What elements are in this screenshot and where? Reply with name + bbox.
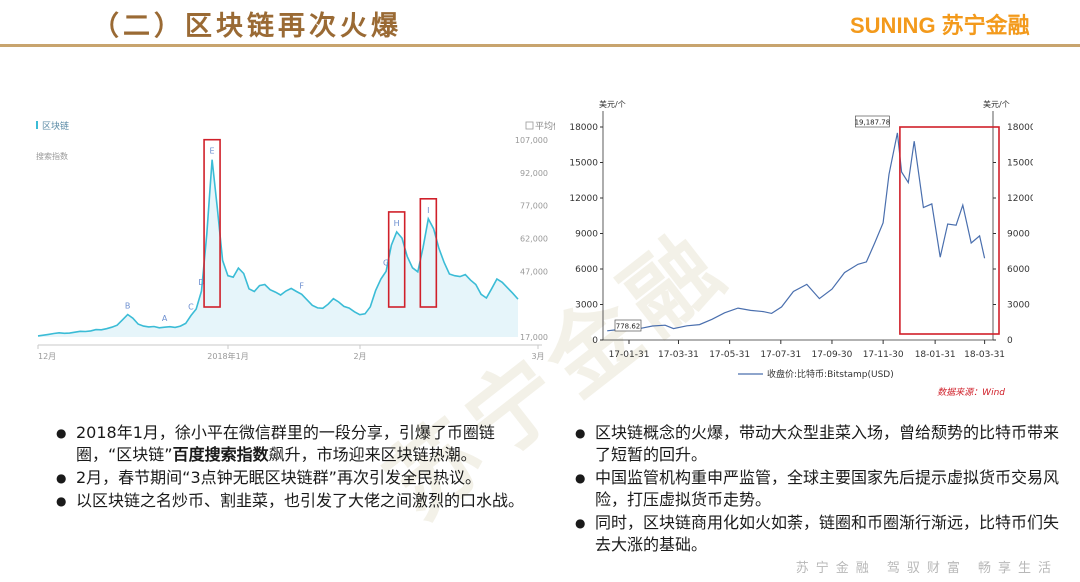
x-tick-label: 17-09-30 (812, 350, 853, 360)
y-tick-label-left: 15000 (569, 159, 598, 169)
right-bullet-item: 区块链概念的火爆，带动大众型韭菜入场，曾给颓势的比特币带来了短暂的回升。 (575, 422, 1060, 466)
left-bullet-item: 以区块链之名炒币、割韭菜，也引发了大佬之间激烈的口水战。 (56, 490, 536, 512)
peak-label: I (427, 206, 429, 215)
y-tick-label-left: 12000 (569, 194, 598, 204)
baidu-index-chart-svg: 区块链 平均值搜索指数 107,000 92,000 77,000 62,000 47,00… (36, 120, 562, 361)
y-axis-label: 搜索指数 (36, 151, 68, 161)
start-annotation-box (614, 319, 642, 332)
peak-label: F (299, 281, 304, 290)
page-title: （二）区块链再次火爆 (92, 11, 402, 42)
y-tick-label-right: 18000 (1007, 123, 1033, 133)
legend-label: 区块链 (42, 120, 69, 132)
y-tick-label: 47,000 (520, 267, 548, 276)
x-tick-label: 17-01-31 (609, 350, 650, 360)
right-bullet-list: 区块链概念的火爆，带动大众型韭菜入场，曾给颓势的比特币带来了短暂的回升。 中国监… (575, 422, 1060, 557)
header-divider (0, 44, 1080, 47)
peak-label: D (198, 278, 204, 287)
peak-label: H (394, 219, 400, 228)
legend-marker (36, 121, 38, 129)
y-tick-label-left: 0 (592, 336, 598, 346)
x-tick-label: 2018年1月 (207, 351, 248, 361)
y-tick-label-right: 3000 (1007, 301, 1030, 311)
x-tick-label: 18-01-31 (915, 350, 956, 360)
left-bullet-item: 2018年1月，徐小平在微信群里的一段分享，引爆了币圈链圈，“区块链”百度搜索指… (56, 422, 536, 466)
footer-slogan: 苏宁金融 驾驭财富 畅享生活 (795, 561, 1058, 576)
x-tick-label: 2月 (353, 352, 366, 361)
highlight-box (203, 138, 221, 308)
y-tick-label-left: 18000 (569, 123, 598, 133)
highlight-box (387, 211, 406, 308)
y-tick-label: 107,000 (515, 136, 548, 145)
series-line (37, 159, 519, 337)
series-line (607, 132, 986, 332)
highlight-box (899, 126, 1000, 335)
peak-label: B (125, 301, 130, 310)
y-tick-label: 77,000 (520, 202, 548, 211)
x-tick-label: 17-05-31 (709, 350, 750, 360)
highlight-box (419, 198, 438, 308)
right-bullet-item: 同时，区块链商用化如火如荼，链圈和币圈渐行渐远，比特币们失去大涨的基础。 (575, 512, 1060, 556)
x-tick-label: 17-07-31 (760, 350, 801, 360)
peak-label: A (162, 314, 168, 323)
bitcoin-price-chart: 美元/个 美元/个 0 0 3000 3000 6000 6000 9000 9000 12000 1… (563, 97, 1036, 402)
y-tick-label-right: 15000 (1007, 159, 1033, 169)
suning-logo: SUNING 苏宁金融 (850, 13, 1030, 38)
y-tick-label-right: 6000 (1007, 265, 1030, 275)
x-tick-label: 3月 (531, 352, 544, 361)
peak-label: C (188, 303, 194, 312)
y-tick-label: 92,000 (520, 169, 548, 178)
bitcoin-price-chart-svg: 美元/个 美元/个 0 0 3000 3000 6000 6000 9000 9000 12000 1… (569, 99, 1036, 398)
baidu-index-chart: 区块链 平均值搜索指数 107,000 92,000 77,000 62,000 47,00… (30, 105, 562, 370)
y-tick-label-right: 9000 (1007, 230, 1030, 240)
left-bullet-item: 2月，春节期间“3点钟无眠区块链群”再次引发全民热议。 (56, 467, 536, 489)
y-axis-unit-left: 美元/个 (599, 99, 626, 109)
peak-annotation-label: 19,187.78 (855, 119, 891, 127)
peak-annotation-box (855, 115, 890, 128)
y-tick-label-left: 6000 (575, 265, 598, 275)
legend-marker (525, 121, 534, 130)
legend-label: 收盘价:比特币:Bitstamp(USD) (767, 368, 894, 380)
left-bullet-list: 2018年1月，徐小平在微信群里的一段分享，引爆了币圈链圈，“区块链”百度搜索指… (56, 422, 536, 513)
start-annotation-label: 778.62 (616, 323, 641, 331)
peak-label: G (383, 258, 389, 267)
x-tick-label: 17-03-31 (658, 350, 699, 360)
y-tick-label-left: 3000 (575, 301, 598, 311)
area-fill (38, 159, 518, 337)
right-bullet-item: 中国监管机构重申严监管，全球主要国家先后提示虚拟货币交易风险，打压虚拟货币走势。 (575, 467, 1060, 511)
y-axis-unit-right: 美元/个 (983, 99, 1010, 109)
y-tick-label-right: 0 (1007, 336, 1013, 346)
y-tick-label-left: 9000 (575, 230, 598, 240)
x-tick-label: 18-03-31 (964, 350, 1005, 360)
y-tick-label: 17,000 (520, 333, 548, 342)
y-tick-label: 62,000 (520, 235, 548, 244)
peak-label: E (210, 147, 215, 156)
x-tick-label: 12月 (38, 352, 56, 361)
legend-label: 平均值 (535, 120, 555, 132)
source-label: 数据来源：Wind (937, 387, 1005, 398)
y-tick-label-right: 12000 (1007, 194, 1033, 204)
x-tick-label: 17-11-30 (863, 350, 904, 360)
